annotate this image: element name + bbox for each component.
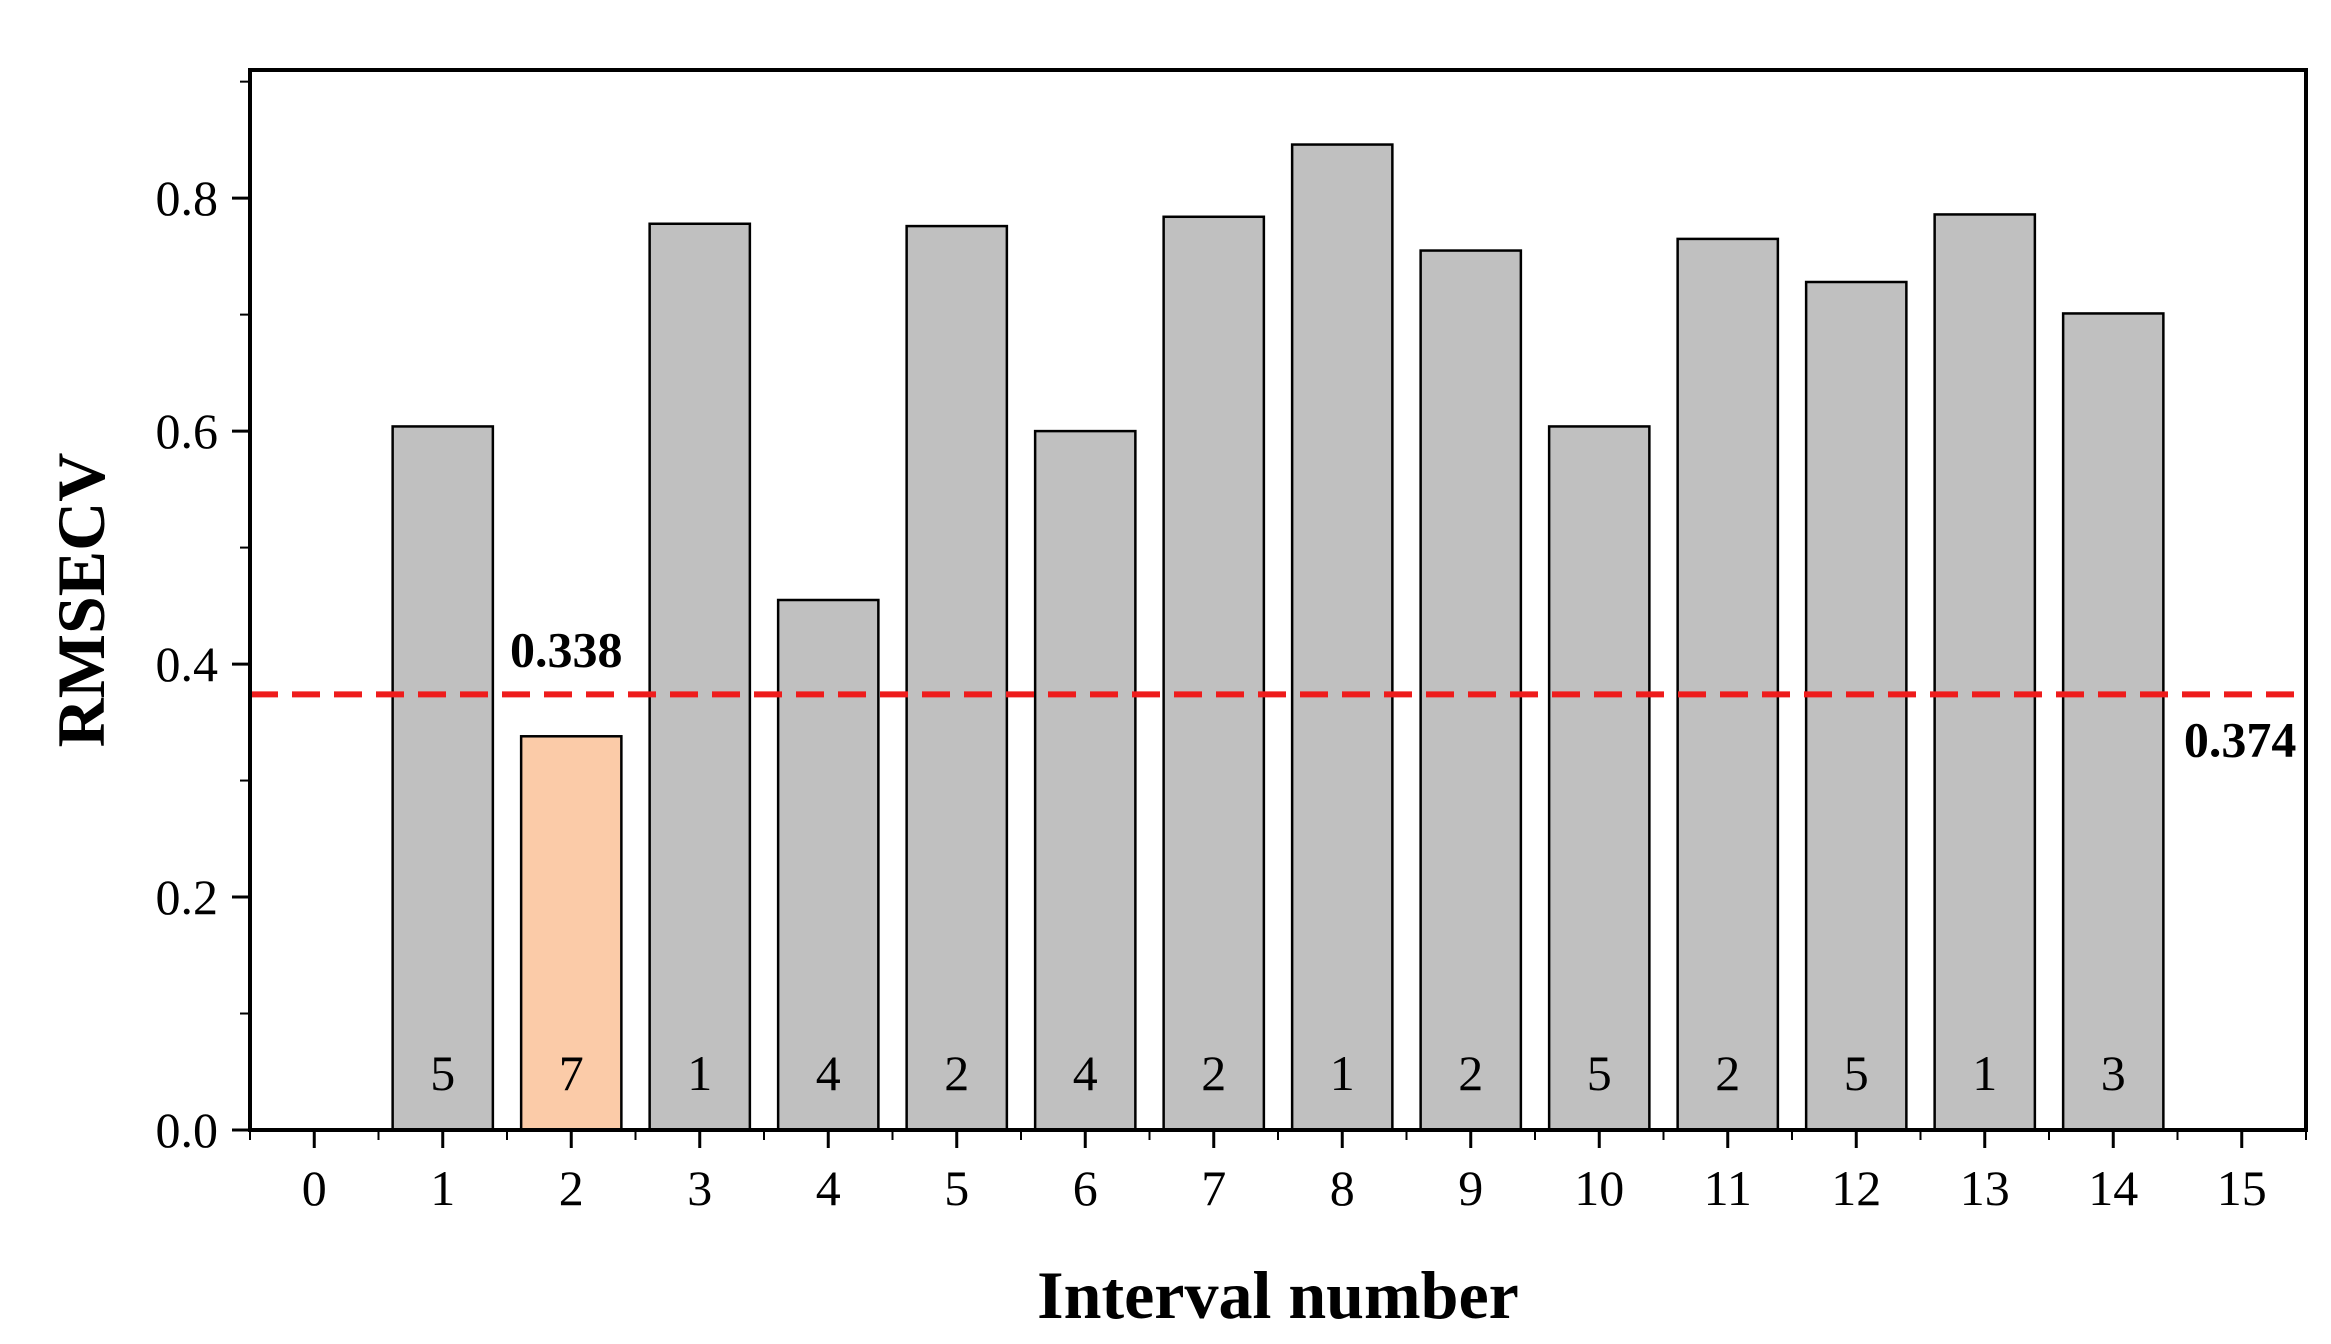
bar-11 bbox=[1676, 237, 1780, 1132]
x-axis-title: Interval number bbox=[1037, 1257, 1519, 1333]
bar-count-label-14: 3 bbox=[2101, 1045, 2126, 1101]
bar-count-label-1: 5 bbox=[430, 1045, 455, 1101]
y-tick-label: 0.0 bbox=[156, 1102, 219, 1158]
bar-count-label-4: 4 bbox=[816, 1045, 841, 1101]
x-tick-label: 14 bbox=[2088, 1160, 2138, 1216]
bar-2 bbox=[519, 735, 623, 1132]
bar-14 bbox=[2061, 312, 2165, 1132]
bar-4 bbox=[776, 598, 880, 1132]
highlight-value-label: 0.338 bbox=[510, 621, 623, 677]
x-tick-label: 5 bbox=[944, 1160, 969, 1216]
bar-count-label-2: 7 bbox=[559, 1045, 584, 1101]
bar-count-label-7: 2 bbox=[1201, 1045, 1226, 1101]
x-tick-label: 13 bbox=[1960, 1160, 2010, 1216]
x-tick-label: 10 bbox=[1574, 1160, 1624, 1216]
x-tick-label: 9 bbox=[1458, 1160, 1483, 1216]
bar-count-label-12: 5 bbox=[1844, 1045, 1869, 1101]
bar-3 bbox=[648, 222, 752, 1132]
x-tick-label: 4 bbox=[816, 1160, 841, 1216]
x-tick-label: 0 bbox=[302, 1160, 327, 1216]
bar-13 bbox=[1933, 213, 2037, 1132]
bar-8 bbox=[1290, 143, 1394, 1132]
x-axis-ticks: 0 1 2 3 4 5 6 7 8 9 10 11 12 13 14 15 bbox=[249, 1130, 2307, 1216]
y-tick-label: 0.6 bbox=[156, 403, 219, 459]
x-tick-label: 15 bbox=[2217, 1160, 2267, 1216]
bar-count-label-13: 1 bbox=[1972, 1045, 1997, 1101]
y-axis-ticks: 0.0 0.2 0.4 0.6 0.8 bbox=[156, 80, 250, 1158]
bar-7 bbox=[1162, 215, 1266, 1132]
bar-count-label-5: 2 bbox=[944, 1045, 969, 1101]
x-tick-label: 2 bbox=[559, 1160, 584, 1216]
x-tick-label: 12 bbox=[1831, 1160, 1881, 1216]
bars-group: 5 7 1 4 2 4 2 1 2 5 2 5 1 3 bbox=[391, 143, 2165, 1132]
reference-value-label: 0.374 bbox=[2184, 711, 2297, 767]
bar-count-label-8: 1 bbox=[1330, 1045, 1355, 1101]
bar-12 bbox=[1804, 280, 1908, 1132]
x-tick-label: 8 bbox=[1330, 1160, 1355, 1216]
bar-1 bbox=[391, 425, 495, 1132]
bar-count-label-10: 5 bbox=[1587, 1045, 1612, 1101]
x-tick-label: 6 bbox=[1073, 1160, 1098, 1216]
bar-count-label-3: 1 bbox=[687, 1045, 712, 1101]
y-tick-label: 0.8 bbox=[156, 170, 219, 226]
y-tick-label: 0.4 bbox=[156, 636, 219, 692]
bar-6 bbox=[1033, 429, 1137, 1132]
bar-count-label-6: 4 bbox=[1073, 1045, 1098, 1101]
x-tick-label: 1 bbox=[430, 1160, 455, 1216]
x-tick-label: 3 bbox=[687, 1160, 712, 1216]
bar-count-label-9: 2 bbox=[1458, 1045, 1483, 1101]
y-tick-label: 0.2 bbox=[156, 869, 219, 925]
bar-5 bbox=[905, 224, 1009, 1132]
bar-9 bbox=[1419, 249, 1523, 1132]
y-axis-title: RMSECV bbox=[43, 453, 119, 748]
x-tick-label: 11 bbox=[1704, 1160, 1752, 1216]
bar-count-label-11: 2 bbox=[1715, 1045, 1740, 1101]
x-tick-label: 7 bbox=[1201, 1160, 1226, 1216]
bar-10 bbox=[1547, 425, 1651, 1132]
